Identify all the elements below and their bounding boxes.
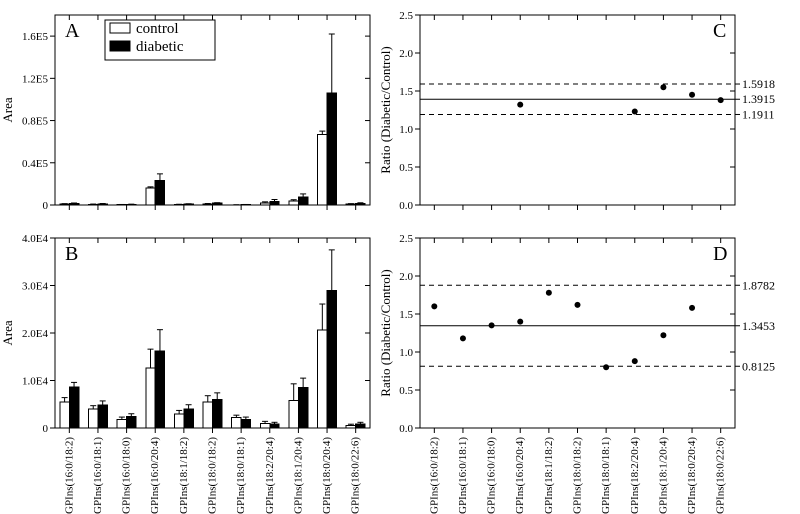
svg-text:0.0: 0.0 [399,423,413,435]
svg-text:B: B [65,243,78,265]
svg-text:C: C [713,20,726,42]
svg-text:Area: Area [0,320,15,345]
svg-text:3.0E4: 3.0E4 [22,281,48,293]
svg-text:Area: Area [0,97,15,122]
svg-text:GPIns(18:1/20:4): GPIns(18:1/20:4) [657,437,669,514]
svg-text:GPIns(18:2/20:4): GPIns(18:2/20:4) [264,437,276,514]
svg-text:1.5918: 1.5918 [742,77,775,91]
svg-text:Ratio (Diabetic/Control): Ratio (Diabetic/Control) [378,46,393,173]
svg-text:0: 0 [43,200,49,212]
svg-text:GPIns(18:0/18:1): GPIns(18:0/18:1) [600,437,612,514]
svg-text:1.3453: 1.3453 [742,319,775,333]
svg-text:0.4E5: 0.4E5 [22,158,48,170]
svg-text:GPIns(16:0/18:0): GPIns(16:0/18:0) [121,437,133,514]
svg-text:GPIns(18:0/18:2): GPIns(18:0/18:2) [207,437,219,514]
svg-text:0.8E5: 0.8E5 [22,116,48,128]
svg-text:GPIns(16:0/18:2): GPIns(16:0/18:2) [63,437,75,514]
svg-text:GPIns(18:0/20:4): GPIns(18:0/20:4) [321,437,333,514]
svg-text:GPIns(18:0/18:2): GPIns(18:0/18:2) [572,437,584,514]
svg-text:A: A [65,20,80,42]
svg-text:2.0: 2.0 [399,271,413,283]
svg-text:GPIns(16:0/18:0): GPIns(16:0/18:0) [486,437,498,514]
svg-text:2.5: 2.5 [399,10,413,22]
svg-text:4.0E4: 4.0E4 [22,233,48,245]
svg-text:2.5: 2.5 [399,233,413,245]
svg-text:1.5: 1.5 [399,309,413,321]
svg-text:GPIns(16:0/20:4): GPIns(16:0/20:4) [149,437,161,514]
svg-text:control: control [136,21,179,37]
svg-text:GPIns(18:2/20:4): GPIns(18:2/20:4) [629,437,641,514]
svg-text:1.8782: 1.8782 [742,278,775,292]
svg-text:2.0: 2.0 [399,48,413,60]
svg-text:GPIns(18:0/22:6): GPIns(18:0/22:6) [715,437,727,514]
svg-text:1.0: 1.0 [399,347,413,359]
svg-text:GPIns(16:0/18:1): GPIns(16:0/18:1) [457,437,469,514]
svg-text:0.5: 0.5 [399,385,413,397]
svg-text:GPIns(18:1/18:2): GPIns(18:1/18:2) [178,437,190,514]
svg-text:diabetic: diabetic [136,39,184,55]
svg-text:GPIns(18:0/20:4): GPIns(18:0/20:4) [686,437,698,514]
svg-text:1.3915: 1.3915 [742,92,775,106]
svg-text:0.5: 0.5 [399,162,413,174]
chart-figure: { "layout": { "width": 800, "height": 51… [0,0,800,514]
svg-text:0: 0 [43,423,49,435]
svg-text:GPIns(18:0/18:1): GPIns(18:0/18:1) [235,437,247,514]
svg-text:GPIns(16:0/18:1): GPIns(16:0/18:1) [92,437,104,514]
svg-text:2.0E4: 2.0E4 [22,328,48,340]
svg-text:GPIns(18:1/18:2): GPIns(18:1/18:2) [543,437,555,514]
svg-text:1.0E4: 1.0E4 [22,376,48,388]
svg-text:D: D [713,243,727,265]
svg-text:GPIns(16:0/18:2): GPIns(16:0/18:2) [428,437,440,514]
svg-text:1.2E5: 1.2E5 [22,73,48,85]
svg-text:0.8125: 0.8125 [742,359,775,373]
svg-text:Ratio (Diabetic/Control): Ratio (Diabetic/Control) [378,269,393,396]
svg-text:GPIns(16:0/20:4): GPIns(16:0/20:4) [514,437,526,514]
svg-text:1.0: 1.0 [399,124,413,136]
svg-text:1.6E5: 1.6E5 [22,31,48,43]
svg-text:1.5: 1.5 [399,86,413,98]
svg-text:GPIns(18:0/22:6): GPIns(18:0/22:6) [350,437,362,514]
svg-text:GPIns(18:1/20:4): GPIns(18:1/20:4) [292,437,304,514]
svg-text:0.0: 0.0 [399,200,413,212]
svg-text:1.1911: 1.1911 [742,107,775,121]
